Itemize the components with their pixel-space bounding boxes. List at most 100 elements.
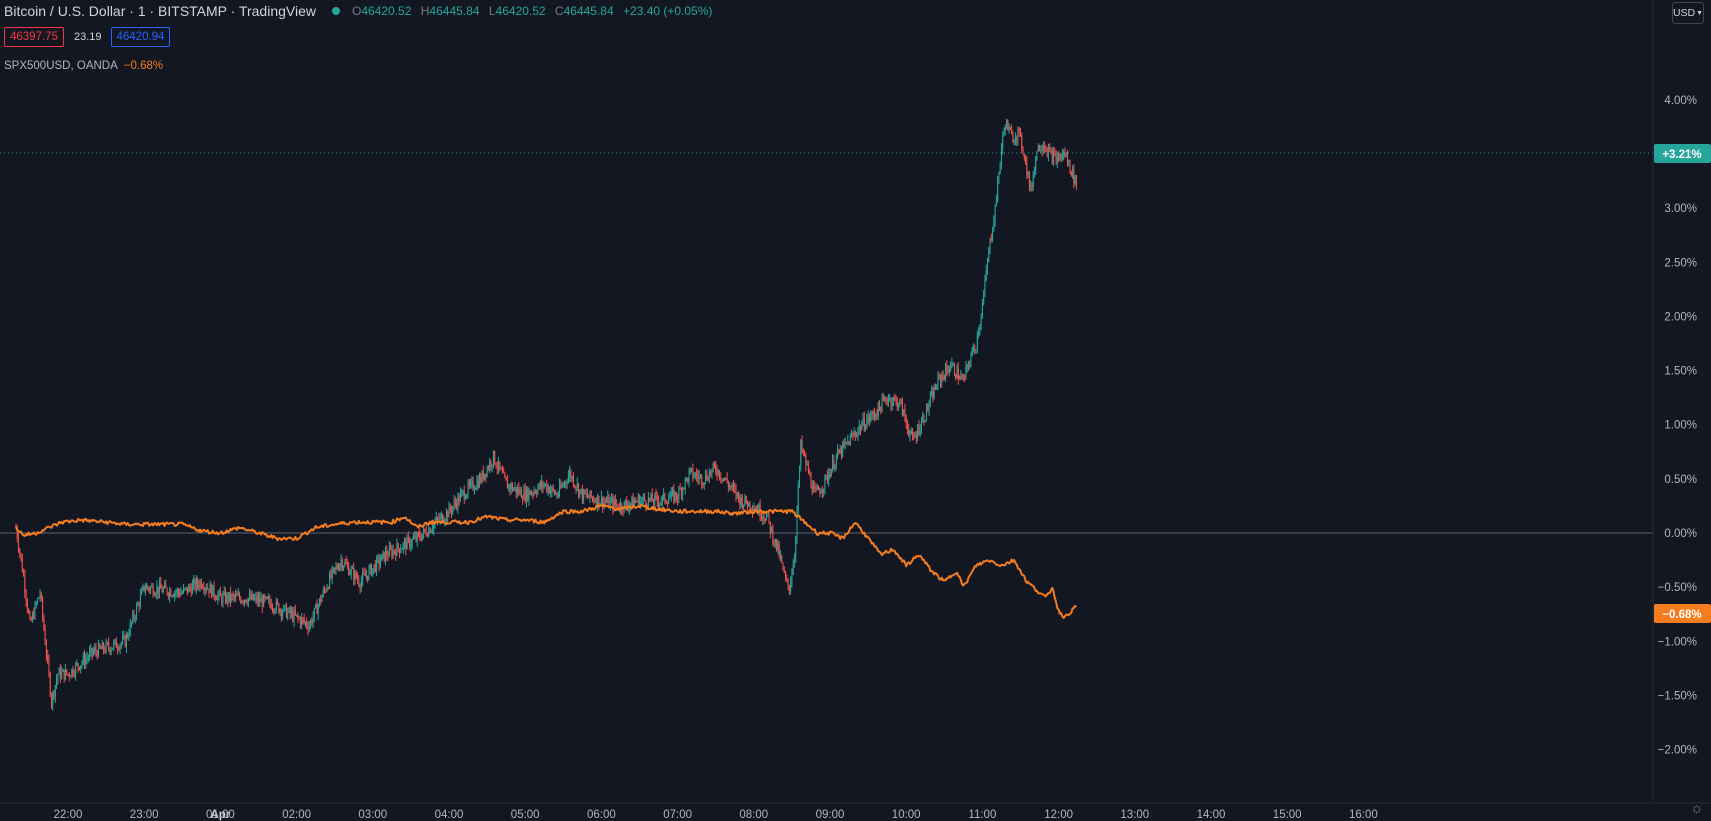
btc-candle [661, 494, 663, 508]
btc-candle [976, 330, 978, 354]
btc-candle-body [426, 535, 428, 536]
btc-candle-body [779, 556, 781, 558]
btc-candle-body [136, 605, 138, 618]
btc-candle [1000, 143, 1002, 170]
btc-candle-body [147, 586, 149, 589]
btc-candle [268, 593, 270, 604]
bid-price[interactable]: 46397.75 [4, 27, 64, 47]
btc-candle-body [231, 594, 233, 601]
currency-button[interactable]: USD ▼ [1672, 2, 1704, 24]
ask-price[interactable]: 46420.94 [110, 27, 171, 47]
btc-candle [486, 465, 488, 478]
btc-candle-body [865, 427, 867, 429]
high-value: 46445.84 [429, 4, 480, 18]
btc-candle [962, 374, 964, 381]
btc-candle [553, 489, 555, 496]
btc-candle-body [251, 594, 253, 599]
btc-candle-body [767, 514, 769, 516]
btc-candle-body [282, 611, 284, 616]
btc-candle [287, 607, 289, 621]
btc-candle-body [191, 584, 193, 594]
btc-candle-body [914, 435, 916, 438]
btc-candle-body [525, 488, 527, 502]
btc-candle [416, 531, 418, 547]
btc-candle [890, 397, 892, 412]
btc-candle [853, 427, 855, 437]
btc-candle [678, 486, 680, 504]
btc-candle-body [421, 534, 423, 540]
btc-candle [945, 362, 947, 382]
btc-candle-body [1060, 153, 1062, 159]
btc-candle-body [143, 585, 145, 591]
btc-candle [927, 402, 929, 413]
btc-candle [1025, 154, 1027, 165]
price-axis[interactable]: 4.00%3.50%3.00%2.50%2.00%1.50%1.00%0.50%… [1658, 95, 1697, 757]
btc-candle-body [913, 436, 915, 438]
btc-candle [833, 454, 835, 471]
btc-candle [923, 413, 925, 426]
btc-candle-body [350, 568, 352, 574]
btc-candle [481, 470, 483, 484]
btc-candle-body [938, 375, 940, 377]
btc-candle-body [1032, 175, 1034, 188]
btc-candle [856, 431, 858, 438]
btc-candle [117, 643, 119, 655]
btc-candle-body [649, 497, 651, 500]
btc-candle [810, 471, 812, 489]
btc-candle [260, 592, 262, 603]
btc-candle-body [771, 528, 773, 533]
btc-candle [480, 472, 482, 485]
btc-candle [783, 566, 785, 574]
btc-candle-body [117, 647, 119, 649]
btc-candle [494, 450, 496, 466]
btc-candle-body [673, 490, 675, 501]
settings-gear-icon[interactable]: ☼ [1690, 800, 1704, 817]
btc-candle-body [842, 443, 844, 456]
btc-candle [720, 472, 722, 484]
btc-candle [68, 672, 70, 682]
btc-candle [971, 346, 973, 357]
btc-candle-body [1051, 151, 1053, 163]
btc-candle [104, 645, 106, 654]
btc-candle-body [776, 538, 778, 550]
btc-candle [264, 593, 266, 603]
btc-candle [406, 534, 408, 550]
compare-symbol-name[interactable]: SPX500USD, OANDA [4, 60, 118, 72]
btc-candle [572, 472, 574, 488]
close-value: 46445.84 [563, 4, 614, 18]
btc-candle-body [133, 613, 135, 619]
compare-legend[interactable]: SPX500USD, OANDA −0.68% [4, 60, 163, 72]
btc-candle-body [941, 375, 943, 383]
btc-candle-body [867, 415, 869, 421]
btc-candle-body [518, 488, 520, 494]
btc-candle-body [306, 622, 308, 627]
btc-candle-body [857, 430, 859, 436]
btc-candle-body [19, 549, 21, 554]
btc-candle [492, 450, 494, 469]
btc-candle-body [998, 172, 1000, 179]
btc-candle [961, 373, 963, 381]
btc-candle-body [590, 490, 592, 498]
btc-candle [608, 494, 610, 508]
btc-candle-body [59, 668, 61, 679]
btc-candle-body [63, 669, 65, 680]
btc-candle [185, 586, 187, 591]
btc-candle-body [396, 543, 398, 556]
btc-candle [903, 409, 905, 417]
btc-candle [197, 576, 199, 591]
btc-candle [1013, 138, 1015, 146]
btc-candle-body [1070, 171, 1072, 176]
btc-candle-body [988, 248, 990, 263]
market-status-dot-icon[interactable] [332, 7, 340, 15]
symbol-title[interactable]: Bitcoin / U.S. Dollar · 1 · BITSTAMP · T… [4, 3, 316, 19]
btc-candle [1037, 143, 1039, 152]
btc-candle [862, 412, 864, 426]
btc-candle [781, 554, 783, 564]
btc-candle [280, 608, 282, 622]
btc-candle [85, 652, 87, 670]
btc-candle-body [844, 442, 846, 445]
btc-candle-body [197, 579, 199, 585]
btc-candle-body [35, 603, 37, 605]
